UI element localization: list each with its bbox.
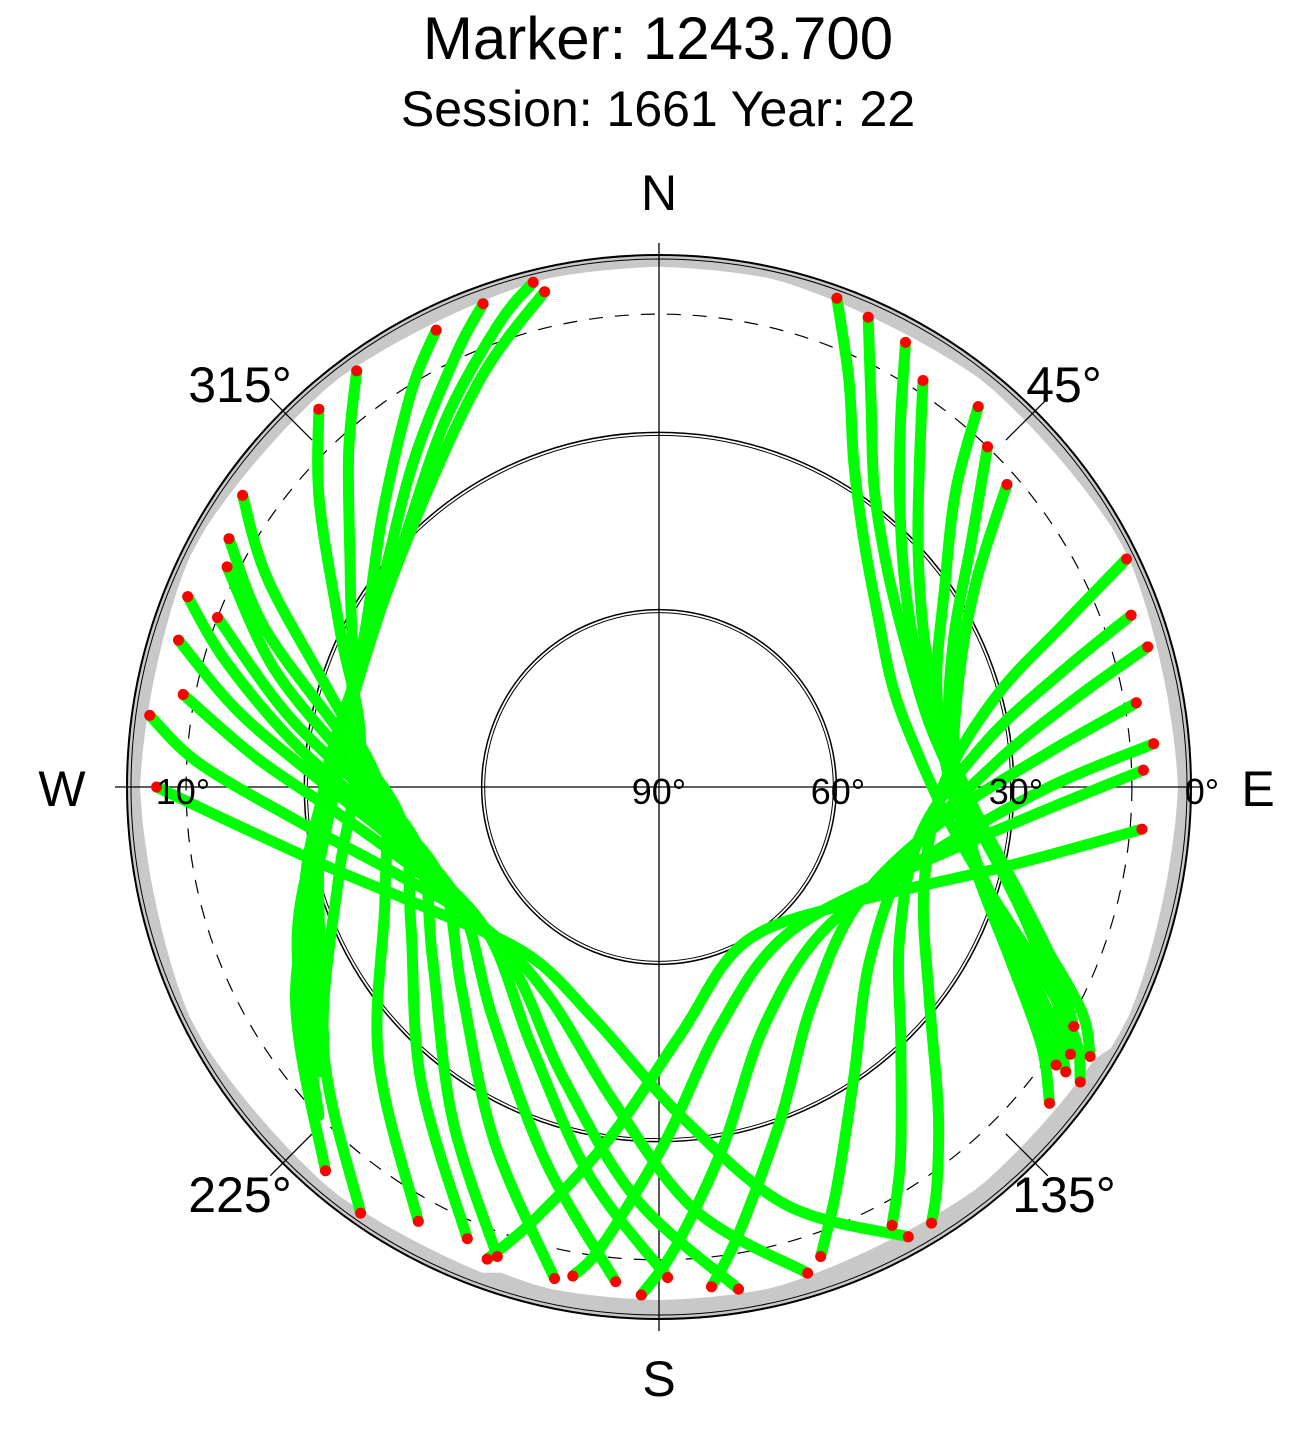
- satellite-track: [312, 403, 367, 1219]
- compass-south-label: S: [642, 1351, 675, 1407]
- track-endpoint-marker: [1125, 609, 1137, 621]
- track-endpoint-marker: [223, 533, 235, 545]
- satellite-track: [831, 292, 1086, 1088]
- track-endpoint-marker: [144, 709, 156, 721]
- track-endpoint-marker: [177, 689, 189, 700]
- azimuth-tick-135: [1005, 1133, 1049, 1177]
- satellite-track: [151, 781, 914, 1243]
- azimuth-label-45: 45°: [1026, 357, 1102, 413]
- track-endpoint-marker: [1074, 1076, 1086, 1088]
- track-endpoint-marker: [151, 781, 163, 793]
- elevation-label-10: 10°: [156, 771, 210, 812]
- elevation-label-0: 0°: [1185, 771, 1219, 812]
- track-series: [144, 276, 1160, 1301]
- azimuth-label-135: 135°: [1012, 1167, 1115, 1223]
- track-endpoint-marker: [802, 1267, 814, 1279]
- compass-north-label: N: [641, 165, 677, 221]
- track-endpoint-marker: [1142, 641, 1154, 653]
- track-endpoint-marker: [1084, 1050, 1096, 1062]
- track-endpoint-marker: [355, 1207, 367, 1219]
- track-endpoint-marker: [1121, 553, 1132, 565]
- satellite-track: [567, 764, 1149, 1282]
- satellite-track: [237, 489, 424, 1227]
- track-endpoint-marker: [862, 311, 874, 323]
- track-endpoint-marker: [477, 298, 489, 310]
- track-endpoint-marker: [549, 1273, 560, 1284]
- track-endpoints: [144, 276, 1160, 1301]
- track-endpoint-marker: [567, 1270, 579, 1282]
- track-endpoint-marker: [831, 292, 843, 304]
- track-endpoint-marker: [237, 489, 249, 501]
- track-endpoint-marker: [491, 1251, 503, 1262]
- chart-subtitle: Session: 1661 Year: 22: [400, 81, 916, 137]
- track-endpoint-marker: [815, 1251, 827, 1262]
- track-endpoint-marker: [1060, 1066, 1072, 1078]
- satellite-track: [221, 561, 503, 1262]
- track-endpoint-marker: [1136, 823, 1148, 835]
- track-endpoint-marker: [662, 1272, 674, 1283]
- track-endpoint-marker: [221, 561, 233, 573]
- track-endpoint-marker: [212, 612, 223, 623]
- satellite-track: [886, 609, 1137, 1231]
- track-endpoint-marker: [182, 591, 194, 603]
- azimuth-label-315: 315°: [188, 357, 291, 413]
- track-endpoint-marker: [886, 1219, 898, 1231]
- track-endpoint-marker: [430, 324, 442, 336]
- track-endpoint-marker: [733, 1283, 744, 1295]
- plot-labels: N S W E 45° 135° 225° 315° 0° 30° 60° 90° 10°: [38, 165, 1274, 1407]
- track-endpoint-marker: [1065, 1048, 1076, 1060]
- compass-east-label: E: [1241, 761, 1274, 817]
- track-endpoint-marker: [982, 441, 993, 453]
- track-endpoint-marker: [527, 276, 539, 288]
- elevation-label-60: 60°: [811, 771, 865, 812]
- track-endpoint-marker: [313, 403, 325, 415]
- track-endpoint-marker: [1068, 1020, 1080, 1032]
- track-endpoint-marker: [1137, 764, 1149, 776]
- track-endpoint-marker: [320, 1165, 331, 1177]
- azimuth-label-225: 225°: [188, 1167, 291, 1223]
- track-endpoint-marker: [1148, 738, 1160, 750]
- satellite-track: [223, 533, 473, 1245]
- track-endpoint-marker: [926, 1217, 937, 1229]
- track-endpoint-marker: [461, 1233, 473, 1245]
- azimuth-tick-225: [269, 1133, 313, 1177]
- azimuth-tick-315: [269, 397, 313, 441]
- track-endpoint-marker: [412, 1215, 424, 1227]
- satellite-track: [312, 286, 551, 1012]
- track-endpoint-marker: [1044, 1097, 1055, 1109]
- track-endpoint-marker: [972, 401, 984, 413]
- track-endpoint-marker: [539, 286, 551, 298]
- track-endpoint-marker: [351, 365, 363, 377]
- elevation-label-30: 30°: [989, 771, 1043, 812]
- track-endpoint-marker: [1130, 697, 1142, 709]
- satellite-track: [706, 697, 1142, 1293]
- compass-west-label: W: [38, 761, 86, 817]
- track-endpoint-marker: [481, 1253, 493, 1265]
- azimuth-tick-45: [1005, 397, 1049, 441]
- track-endpoint-marker: [900, 336, 911, 348]
- track-endpoint-marker: [902, 1231, 914, 1243]
- satellite-track: [212, 612, 560, 1284]
- track-endpoint-marker: [610, 1276, 622, 1288]
- track-endpoint-marker: [1001, 479, 1013, 490]
- track-endpoint-marker: [635, 1289, 647, 1301]
- chart-title: Marker: 1243.700: [422, 5, 894, 72]
- track-endpoint-marker: [1050, 1059, 1062, 1071]
- satellite-track: [917, 553, 1132, 1229]
- track-endpoint-marker: [173, 634, 184, 646]
- track-endpoint-marker: [917, 375, 929, 386]
- track-endpoint-marker: [706, 1281, 717, 1293]
- elevation-label-90: 90°: [632, 771, 686, 812]
